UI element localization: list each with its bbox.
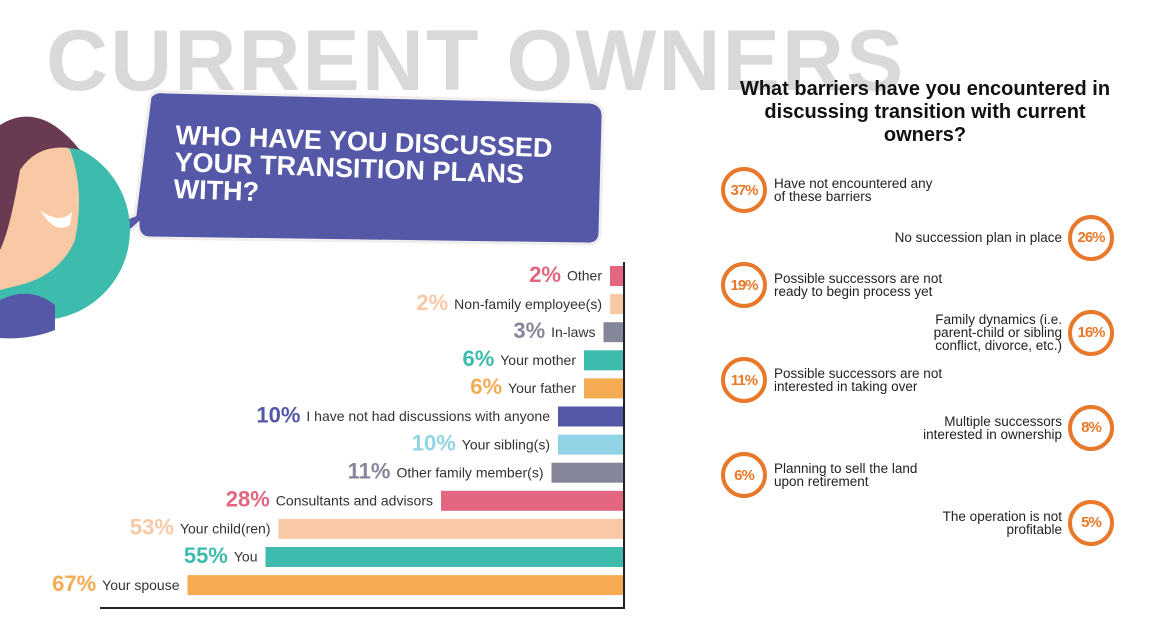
value-circle: 8% bbox=[1068, 404, 1114, 451]
mouth bbox=[40, 210, 72, 228]
category-label: Your sibling(s) bbox=[462, 436, 550, 452]
shirt bbox=[0, 293, 55, 339]
bar bbox=[558, 434, 623, 455]
value-label: 10% bbox=[412, 430, 456, 455]
category-label: Non-family employee(s) bbox=[454, 296, 602, 312]
chart-title: What barriers have you encountered in di… bbox=[739, 78, 1111, 146]
value-label: 2% bbox=[529, 262, 561, 287]
value-label: 10% bbox=[256, 402, 300, 427]
barrier-label: Family dynamics (i.e. parent-child or si… bbox=[933, 312, 1062, 353]
value-label: 67% bbox=[52, 571, 96, 596]
face bbox=[0, 135, 79, 290]
barrier-label: Possible successors are not ready to beg… bbox=[774, 271, 943, 299]
category-label: You bbox=[234, 549, 258, 565]
value-label: 3% bbox=[513, 318, 545, 343]
value-circle: 26% bbox=[1068, 214, 1114, 261]
bar bbox=[610, 294, 623, 315]
category-label: Your spouse bbox=[102, 577, 180, 593]
category-label: Your father bbox=[508, 380, 576, 396]
value-circle: 11% bbox=[721, 357, 767, 403]
bar bbox=[610, 266, 623, 286]
bar bbox=[265, 547, 623, 567]
barrier-label: The operation is not profitable bbox=[942, 508, 1062, 537]
bar bbox=[551, 462, 623, 483]
value-label: 53% bbox=[130, 515, 174, 540]
bar bbox=[441, 490, 623, 511]
value-label: 11% bbox=[348, 459, 391, 484]
value-label: 2% bbox=[416, 290, 448, 315]
barrier-label: Have not encountered any of these barrie… bbox=[774, 176, 933, 204]
barrier-label: Planning to sell the land upon retiremen… bbox=[774, 461, 918, 489]
bar bbox=[187, 575, 623, 596]
bar bbox=[584, 350, 623, 371]
value-circle: 6% bbox=[721, 452, 767, 498]
category-label: In-laws bbox=[551, 324, 595, 340]
chart-title: WHO HAVE YOU DISCUSSED YOUR TRANSITION P… bbox=[173, 120, 553, 207]
value-label: 6% bbox=[470, 374, 502, 399]
value-label: 55% bbox=[184, 543, 228, 568]
value-circle: 5% bbox=[1068, 499, 1114, 546]
value-label: 6% bbox=[462, 346, 494, 371]
category-label: Other bbox=[567, 268, 602, 284]
value-label: 28% bbox=[226, 487, 270, 512]
bar bbox=[558, 406, 623, 427]
category-label: Your child(ren) bbox=[180, 521, 271, 537]
bar bbox=[603, 322, 623, 343]
value-circle: 19% bbox=[721, 262, 767, 308]
category-label: Consultants and advisors bbox=[276, 493, 433, 509]
hair bbox=[0, 116, 80, 251]
value-circle: 37% bbox=[721, 167, 767, 213]
category-label: I have not had discussions with anyone bbox=[306, 408, 550, 424]
category-label: Other family member(s) bbox=[396, 464, 543, 480]
barrier-label: Multiple successors interested in owners… bbox=[923, 413, 1062, 442]
barrier-label: No succession plan in place bbox=[894, 230, 1062, 245]
barrier-label: Possible successors are not interested i… bbox=[774, 366, 943, 394]
bar bbox=[584, 378, 623, 399]
bar bbox=[278, 518, 623, 539]
category-label: Your mother bbox=[500, 352, 576, 368]
speech-bubble bbox=[59, 90, 605, 247]
value-circle: 16% bbox=[1068, 309, 1114, 356]
